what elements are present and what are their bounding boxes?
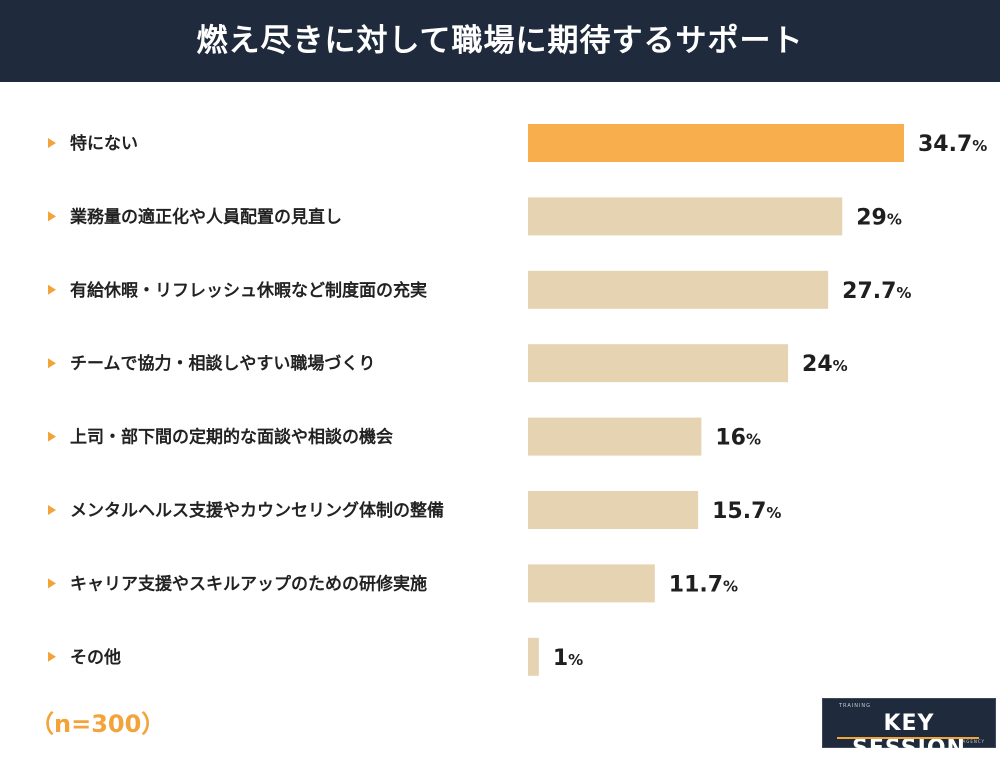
- bar: [528, 270, 829, 309]
- category-label: 業務量の適正化や人員配置の見直し: [70, 206, 342, 227]
- value-unit: %: [833, 357, 848, 375]
- value-unit: %: [887, 210, 902, 228]
- logo-top-text: TRAINING: [839, 703, 872, 709]
- bar-chart: 特にない 34.7% 業務量の適正化や人員配置の見直し 29% 有給休暇・リフレッシュ休…: [48, 124, 987, 676]
- value-unit: %: [723, 577, 738, 595]
- bar: [528, 491, 699, 529]
- value-unit: %: [766, 504, 781, 522]
- value-label: 27.7%: [842, 279, 911, 304]
- bar: [528, 124, 904, 162]
- bullet-marker: [48, 211, 56, 222]
- header-bar: [0, 0, 1000, 82]
- bar: [528, 637, 539, 676]
- logo-bottom-text: AGENCY: [962, 739, 985, 744]
- sample-size-label: （n=300）: [30, 710, 166, 738]
- category-label: 特にない: [70, 133, 138, 154]
- value-label: 11.7%: [669, 572, 738, 597]
- category-label: 上司・部下間の定期的な面談や相談の機会: [70, 427, 393, 448]
- value-label: 1%: [553, 646, 583, 671]
- bullet-marker: [48, 284, 56, 295]
- value-label: 16%: [715, 426, 761, 451]
- bar: [528, 197, 843, 236]
- value-unit: %: [972, 137, 987, 155]
- bullet-marker: [48, 578, 56, 589]
- category-label: キャリア支援やスキルアップのための研修実施: [70, 573, 427, 594]
- bullet-marker: [48, 431, 56, 442]
- value-label: 29%: [856, 205, 902, 230]
- logo-main-text: KEY SESSION: [852, 711, 966, 761]
- bullet-marker: [48, 358, 56, 369]
- key-session-logo: TRAINING KEY SESSION AGENCY: [822, 698, 996, 761]
- value-unit: %: [746, 431, 761, 449]
- category-label: 有給休暇・リフレッシュ休暇など制度面の充実: [70, 280, 427, 301]
- value-label: 34.7%: [918, 132, 987, 157]
- bullet-marker: [48, 138, 56, 148]
- category-label: その他: [70, 647, 121, 668]
- bar: [528, 564, 655, 603]
- logo-underline: [837, 737, 979, 739]
- value-unit: %: [896, 284, 911, 302]
- value-unit: %: [568, 651, 583, 669]
- category-label: メンタルヘルス支援やカウンセリング体制の整備: [70, 500, 444, 521]
- bar: [528, 417, 702, 456]
- value-label: 15.7%: [712, 499, 781, 524]
- chart-title: 燃え尽きに対して職場に期待するサポート: [196, 23, 804, 59]
- category-label: チームで協力・相談しやすい職場づくり: [70, 353, 375, 374]
- bullet-marker: [48, 651, 56, 662]
- bar: [528, 344, 789, 383]
- value-label: 24%: [802, 352, 848, 377]
- bullet-marker: [48, 505, 56, 515]
